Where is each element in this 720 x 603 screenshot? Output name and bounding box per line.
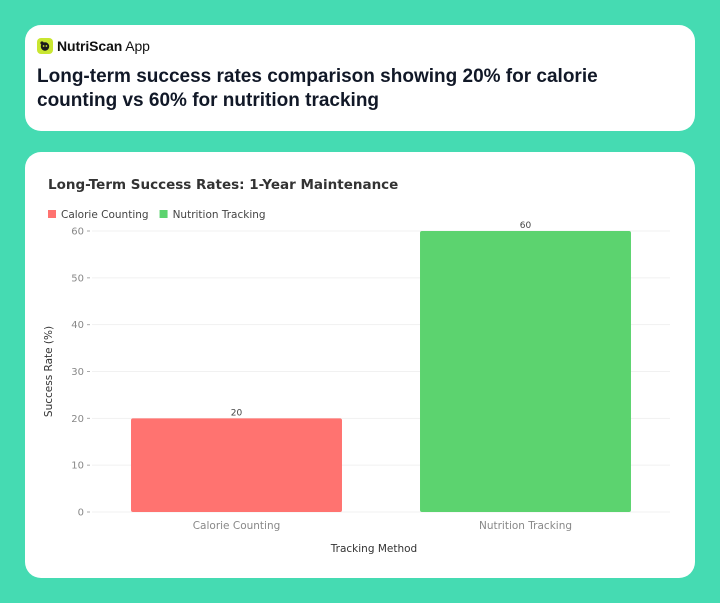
leaf-face-icon xyxy=(37,38,53,54)
y-tick-label: 60 xyxy=(71,227,84,238)
bar-chart: Long-Term Success Rates: 1-Year Maintena… xyxy=(43,177,670,555)
y-tick-label: 50 xyxy=(71,273,84,284)
x-axis-title: Tracking Method xyxy=(330,543,417,555)
legend-label: Nutrition Tracking xyxy=(173,209,266,221)
header-card: NutriScan App Long-term success rates co… xyxy=(25,25,695,131)
legend-swatch xyxy=(48,210,56,218)
chart-card: Long-Term Success Rates: 1-Year Maintena… xyxy=(25,152,695,578)
data-label: 60 xyxy=(520,221,532,231)
y-tick-label: 0 xyxy=(78,508,84,519)
x-tick-label: Calorie Counting xyxy=(193,520,281,532)
chart-title: Long-Term Success Rates: 1-Year Maintena… xyxy=(48,177,398,193)
bar xyxy=(420,231,631,512)
y-axis-title: Success Rate (%) xyxy=(43,326,55,417)
bar xyxy=(131,418,342,512)
y-tick-label: 30 xyxy=(71,367,84,378)
y-tick-label: 10 xyxy=(71,461,84,472)
x-tick-label: Nutrition Tracking xyxy=(479,520,572,532)
headline: Long-term success rates comparison showi… xyxy=(37,66,598,111)
legend-swatch xyxy=(159,210,168,218)
brand: NutriScan App xyxy=(37,37,150,55)
y-tick-label: 20 xyxy=(71,414,84,425)
y-tick-label: 40 xyxy=(71,320,84,331)
legend-label: Calorie Counting xyxy=(61,209,149,221)
data-label: 20 xyxy=(231,408,243,418)
app-name: NutriScan App xyxy=(57,38,150,54)
